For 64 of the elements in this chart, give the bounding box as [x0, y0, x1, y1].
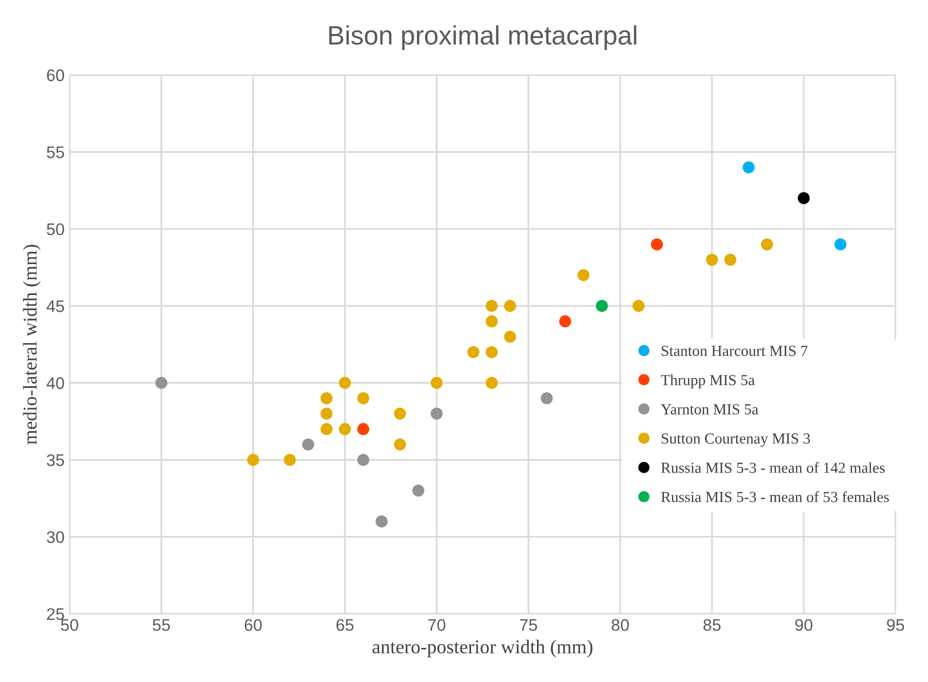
- point: [357, 423, 370, 436]
- point: [559, 315, 572, 328]
- x-tick-label: 90: [795, 619, 812, 631]
- point: [376, 515, 388, 528]
- point: [430, 376, 443, 389]
- y-tick-label: 60: [47, 69, 64, 82]
- point: [761, 238, 774, 250]
- y-axis-title: medio-lateral width (mm): [23, 244, 41, 444]
- point: [577, 269, 590, 282]
- y-tick-label: 40: [46, 377, 64, 390]
- point: [486, 300, 498, 312]
- point: [486, 376, 498, 389]
- point: [155, 376, 168, 389]
- point: [834, 238, 846, 250]
- point: [338, 423, 351, 436]
- point: [706, 254, 718, 266]
- y-tick-label: 25: [47, 608, 64, 620]
- x-tick-label: 80: [612, 619, 629, 631]
- point: [724, 254, 736, 266]
- x-tick-label: 50: [61, 619, 78, 631]
- point: [357, 454, 370, 466]
- legend-label: Yarnton MIS 5a: [660, 404, 758, 414]
- y-tick-label: 35: [46, 454, 64, 466]
- point: [486, 346, 498, 358]
- point: [798, 192, 810, 204]
- x-tick-label: 60: [244, 619, 262, 631]
- point: [357, 392, 370, 404]
- point: [430, 408, 443, 420]
- x-tick-label: 55: [152, 619, 170, 631]
- x-tick-label: 95: [887, 619, 904, 631]
- x-tick-label: 85: [703, 619, 721, 631]
- point: [320, 408, 333, 420]
- point: [338, 376, 351, 389]
- point: [632, 300, 645, 312]
- point: [394, 438, 406, 450]
- legend-label: Sutton Courtenay MIS 3: [662, 433, 810, 447]
- legend-label: Russia MIS 5-3 - mean of 142 males: [661, 462, 885, 473]
- point: [742, 161, 755, 174]
- point: [486, 315, 498, 328]
- point: [320, 392, 333, 404]
- x-axis-title: antero-posterior width (mm): [372, 640, 592, 658]
- chart-title: Bison proximal metacarpal: [329, 25, 636, 50]
- point: [320, 423, 333, 436]
- point: [302, 438, 314, 450]
- x-tick-label: 75: [520, 619, 538, 631]
- point: [540, 392, 553, 404]
- y-tick-label: 30: [46, 531, 64, 544]
- point: [504, 330, 516, 343]
- point: [467, 346, 480, 358]
- point: [284, 454, 296, 466]
- point: [394, 408, 406, 420]
- y-tick-label: 55: [46, 146, 64, 158]
- point: [412, 484, 424, 497]
- point: [650, 238, 663, 250]
- point: [596, 300, 608, 312]
- y-tick-label: 50: [46, 223, 64, 236]
- x-tick-label: 70: [428, 619, 446, 631]
- y-tick-label: 45: [46, 300, 64, 312]
- legend-label: Thrupp MIS 5a: [660, 374, 755, 388]
- point: [247, 454, 260, 466]
- point: [504, 300, 516, 312]
- legend-label: Stanton Harcourt MIS 7: [662, 346, 808, 356]
- legend-label: Russia MIS 5-3 - mean of 53 females: [661, 491, 889, 502]
- x-tick-label: 65: [336, 619, 354, 631]
